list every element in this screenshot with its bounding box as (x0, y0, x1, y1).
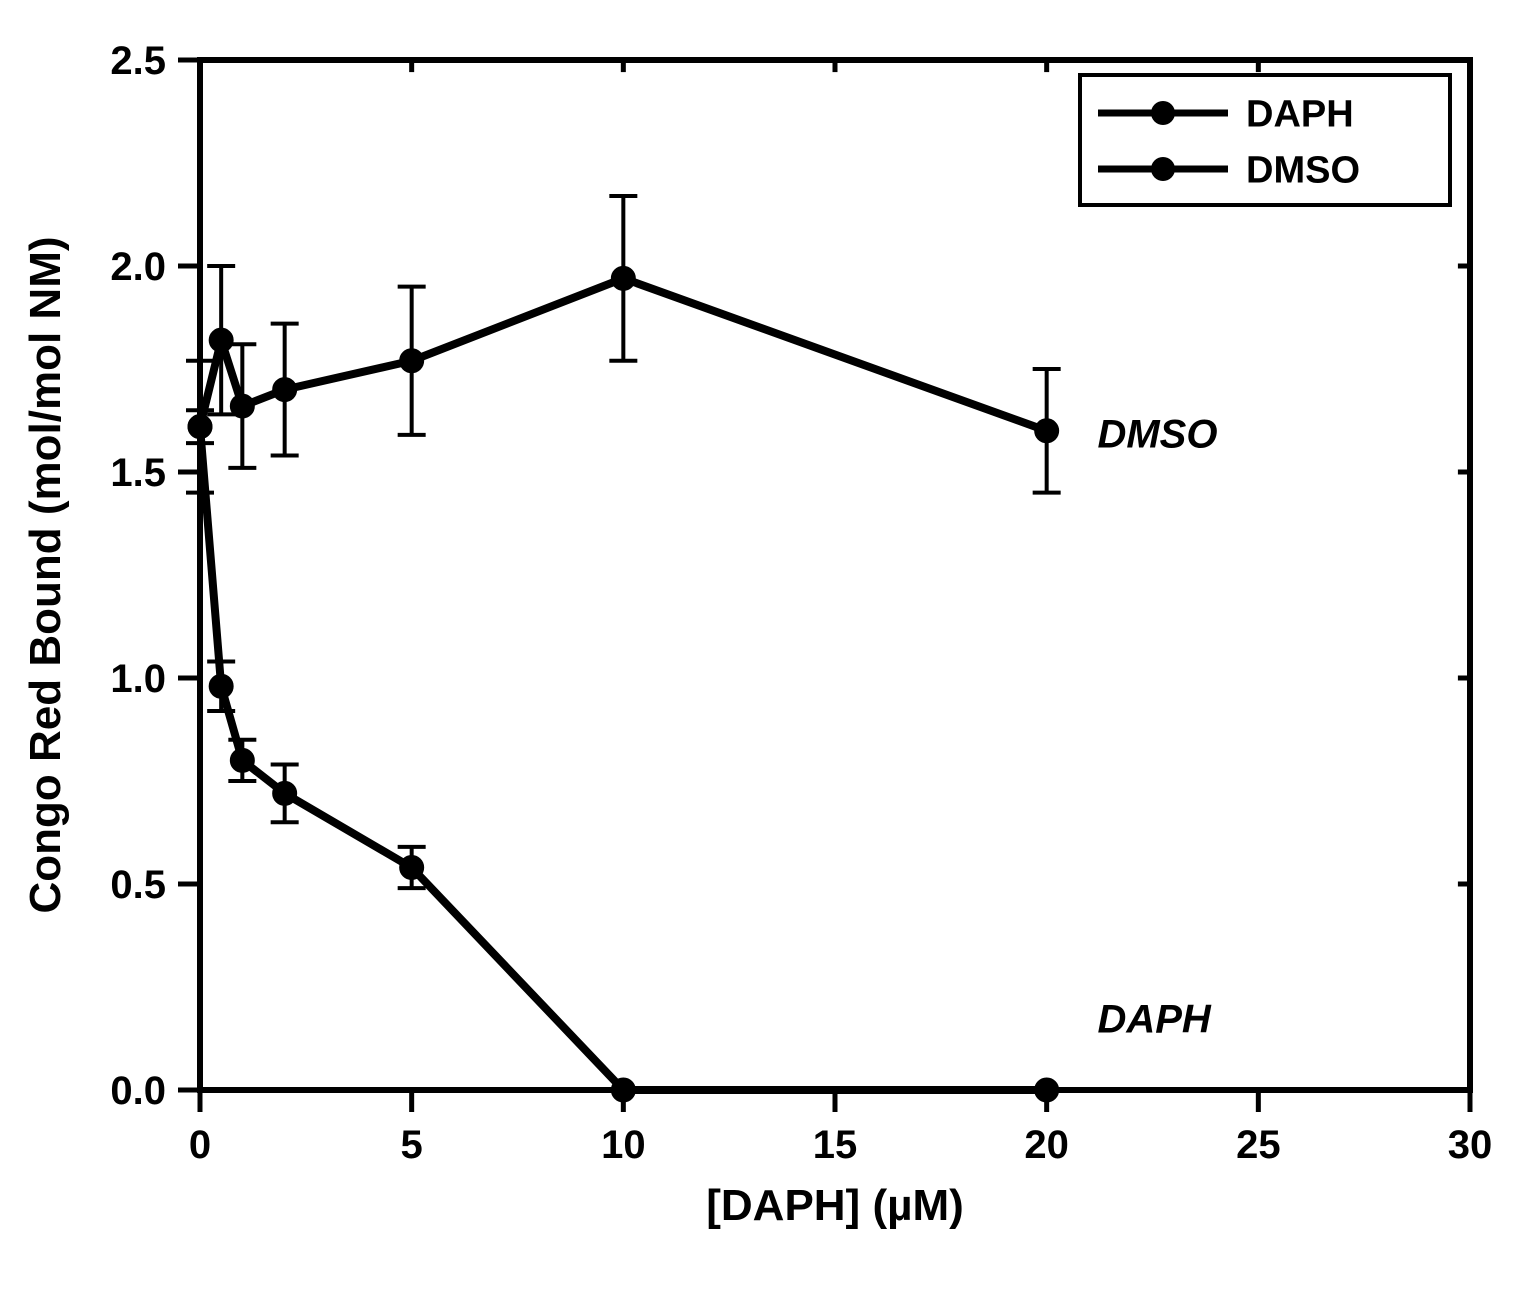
legend-label: DMSO (1246, 149, 1360, 191)
data-point-daph (273, 781, 297, 805)
data-point-daph (209, 674, 233, 698)
data-point-dmso (400, 349, 424, 373)
data-point-dmso (273, 378, 297, 402)
x-tick-label: 10 (601, 1123, 646, 1167)
data-point-dmso (230, 394, 254, 418)
chart-container: 0 5 10 15 20 25 30 0.0 0.5 1.0 1.5 2.0 2.5 [DAPH] (µM… (0, 0, 1528, 1308)
legend-marker (1151, 101, 1175, 125)
y-tick-label: 1.0 (110, 657, 166, 701)
y-tick-label: 2.5 (110, 39, 166, 83)
data-point-dmso (209, 328, 233, 352)
y-tick-label: 0.5 (110, 863, 166, 907)
data-point-dmso (1035, 419, 1059, 443)
data-point-daph (400, 856, 424, 880)
y-tick-label: 2.0 (110, 245, 166, 289)
line-chart: 0 5 10 15 20 25 30 0.0 0.5 1.0 1.5 2.0 2.5 [DAPH] (µM… (0, 0, 1528, 1308)
data-point-daph (230, 748, 254, 772)
y-axis-label: Congo Red Bound (mol/mol NM) (21, 237, 70, 914)
x-tick-label: 25 (1236, 1123, 1281, 1167)
legend-marker (1151, 157, 1175, 181)
series-annotation-dmso: DMSO (1097, 412, 1217, 456)
series-annotation-daph: DAPH (1097, 997, 1211, 1041)
data-point-daph (611, 1078, 635, 1102)
x-tick-label: 15 (813, 1123, 858, 1167)
x-axis-label: [DAPH] (µM) (706, 1181, 964, 1230)
x-tick-label: 0 (189, 1123, 211, 1167)
data-point-daph (188, 415, 212, 439)
legend-label: DAPH (1246, 93, 1354, 135)
x-tick-label: 5 (401, 1123, 423, 1167)
y-tick-label: 0.0 (110, 1069, 166, 1113)
data-point-daph (1035, 1078, 1059, 1102)
x-tick-label: 20 (1024, 1123, 1069, 1167)
data-point-dmso (611, 266, 635, 290)
y-tick-label: 1.5 (110, 451, 166, 495)
x-tick-label: 30 (1448, 1123, 1493, 1167)
